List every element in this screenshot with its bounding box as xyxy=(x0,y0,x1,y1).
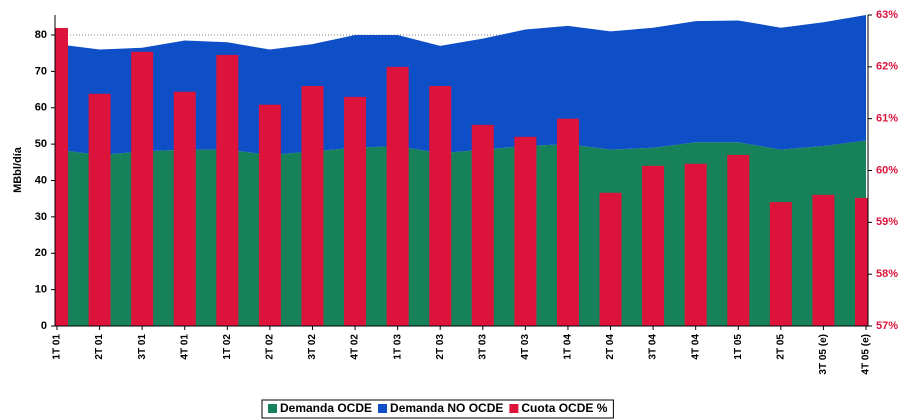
y2-tick-label: 59% xyxy=(876,216,898,228)
x-tick-label: 4T 05 (e) xyxy=(861,334,872,375)
x-tick-label: 4T 03 xyxy=(520,334,531,360)
legend-label: Cuota OCDE % xyxy=(521,401,607,415)
bar xyxy=(301,86,324,326)
x-tick-label: 1T 05 xyxy=(733,334,744,360)
y2-tick-label: 60% xyxy=(876,164,898,176)
y2-tick-label: 57% xyxy=(876,320,898,332)
bar xyxy=(514,136,537,326)
bar xyxy=(855,197,868,326)
x-tick-label: 2T 04 xyxy=(605,334,616,360)
bar xyxy=(429,86,452,326)
x-tick-label: 1T 02 xyxy=(222,334,233,360)
x-tick-label: 1T 03 xyxy=(392,334,403,360)
x-tick-label: 2T 03 xyxy=(435,334,446,360)
bar xyxy=(88,93,111,326)
x-tick-label: 3T 05 (e) xyxy=(818,334,829,375)
x-tick-label: 1T 01 xyxy=(52,334,63,360)
bar xyxy=(173,91,196,326)
bar xyxy=(684,163,707,326)
x-tick-label: 3T 01 xyxy=(137,334,148,360)
y-tick-label: 0 xyxy=(41,320,47,332)
x-tick-label: 2T 01 xyxy=(94,334,105,360)
y-tick-label: 80 xyxy=(35,29,47,41)
bar xyxy=(727,154,750,326)
y-tick-label: 60 xyxy=(35,102,47,114)
y-tick-label: 40 xyxy=(35,174,47,186)
bar xyxy=(769,202,792,326)
legend-swatch xyxy=(378,404,388,413)
x-tick-label: 4T 02 xyxy=(350,334,361,360)
bar xyxy=(55,27,68,326)
y-tick-label: 50 xyxy=(35,138,47,150)
y-tick-label: 30 xyxy=(35,211,47,223)
x-tick-label: 3T 03 xyxy=(477,334,488,360)
x-tick-label: 4T 04 xyxy=(690,334,701,360)
x-tick-label: 4T 01 xyxy=(179,334,190,360)
bar xyxy=(131,51,154,326)
y-tick-label: 70 xyxy=(35,65,47,77)
bar xyxy=(386,66,409,326)
legend: Demanda OCDE Demanda NO OCDE Cuota OCDE % xyxy=(261,399,614,419)
legend-box xyxy=(261,399,614,419)
bar xyxy=(642,165,665,326)
legend-label: Demanda NO OCDE xyxy=(390,401,503,415)
y-tick-label: 20 xyxy=(35,247,47,259)
y-tick-label: 10 xyxy=(35,284,47,296)
legend-swatch xyxy=(268,404,277,413)
x-tick-label: 2T 02 xyxy=(265,334,276,360)
y2-tick-label: 61% xyxy=(876,113,898,125)
x-tick-label: 2T 05 xyxy=(775,334,786,360)
bar xyxy=(344,96,367,326)
plot xyxy=(55,15,868,326)
y2-tick-label: 63% xyxy=(876,9,898,21)
bar xyxy=(556,118,579,326)
bar xyxy=(216,54,239,326)
legend-label: Demanda OCDE xyxy=(280,401,372,415)
x-tick-label: 3T 02 xyxy=(307,334,318,360)
bar xyxy=(258,104,281,326)
legend-swatch xyxy=(509,404,519,413)
y-axis-label: MBbl/día xyxy=(12,146,24,193)
y2-tick-label: 62% xyxy=(876,61,898,73)
bar xyxy=(471,124,494,326)
x-tick-label: 3T 04 xyxy=(648,334,659,360)
x-tick-label: 1T 04 xyxy=(563,334,574,360)
y2-tick-label: 58% xyxy=(876,268,898,280)
bar xyxy=(812,194,835,326)
bar xyxy=(599,192,622,326)
